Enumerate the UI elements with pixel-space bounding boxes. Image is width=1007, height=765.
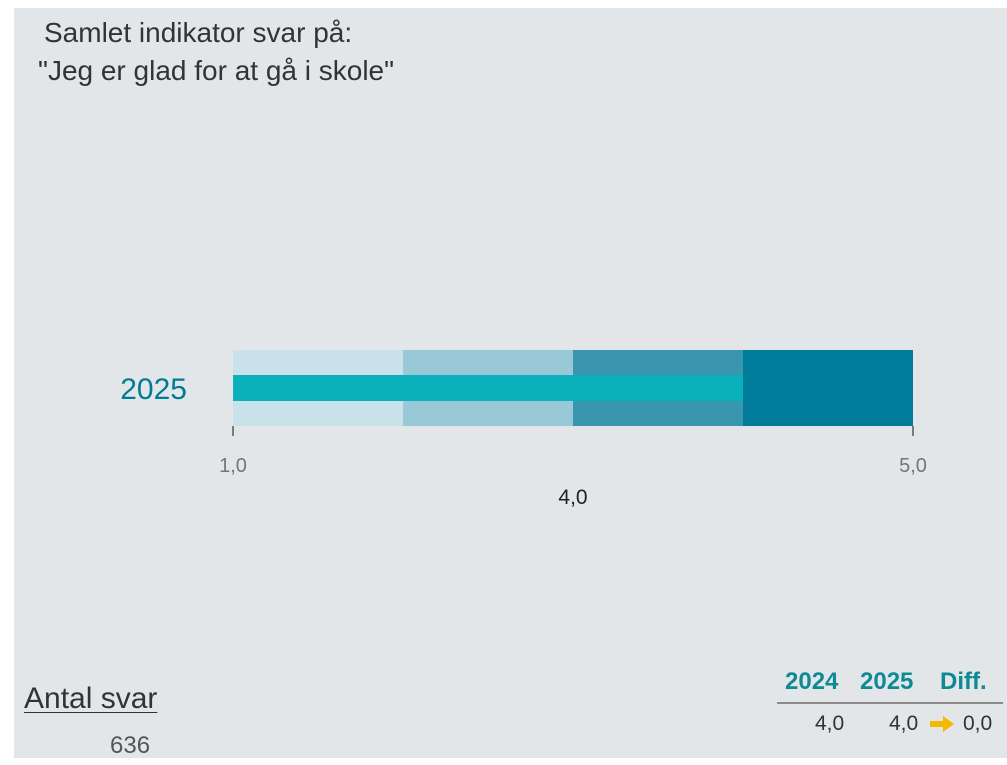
title-line-2: "Jeg er glad for at gå i skole" bbox=[38, 55, 395, 86]
summary-value-2025: 4,0 bbox=[889, 712, 919, 735]
value-label-2025: 4,0 bbox=[558, 486, 587, 509]
summary-value-diff: 0,0 bbox=[963, 712, 993, 735]
respondents-label: Antal svar bbox=[24, 682, 158, 715]
chart-title: Samlet indikator svar på: "Jeg er glad fo… bbox=[38, 14, 394, 90]
summary-value-2024: 4,0 bbox=[815, 712, 845, 735]
summary-header-row: 2024 2025 Diff. bbox=[777, 668, 1003, 704]
arrow-right-icon bbox=[930, 716, 954, 732]
bar-2025 bbox=[233, 375, 743, 401]
summary-header-2024: 2024 bbox=[785, 668, 839, 695]
title-line-1: Samlet indikator svar på: bbox=[44, 17, 353, 48]
summary-header-2025: 2025 bbox=[860, 668, 914, 695]
band-4 bbox=[743, 350, 913, 426]
respondents-value: 636 bbox=[110, 732, 151, 759]
summary-table: 2024 2025 Diff. 4,0 4,0 0,0 bbox=[777, 668, 1003, 735]
axis-label-max: 5,0 bbox=[899, 455, 927, 477]
summary-value-row: 4,0 4,0 0,0 bbox=[777, 704, 1003, 735]
summary-header-diff: Diff. bbox=[940, 668, 987, 695]
axis-label-min: 1,0 bbox=[219, 455, 247, 477]
category-label-2025: 2025 bbox=[120, 373, 187, 406]
